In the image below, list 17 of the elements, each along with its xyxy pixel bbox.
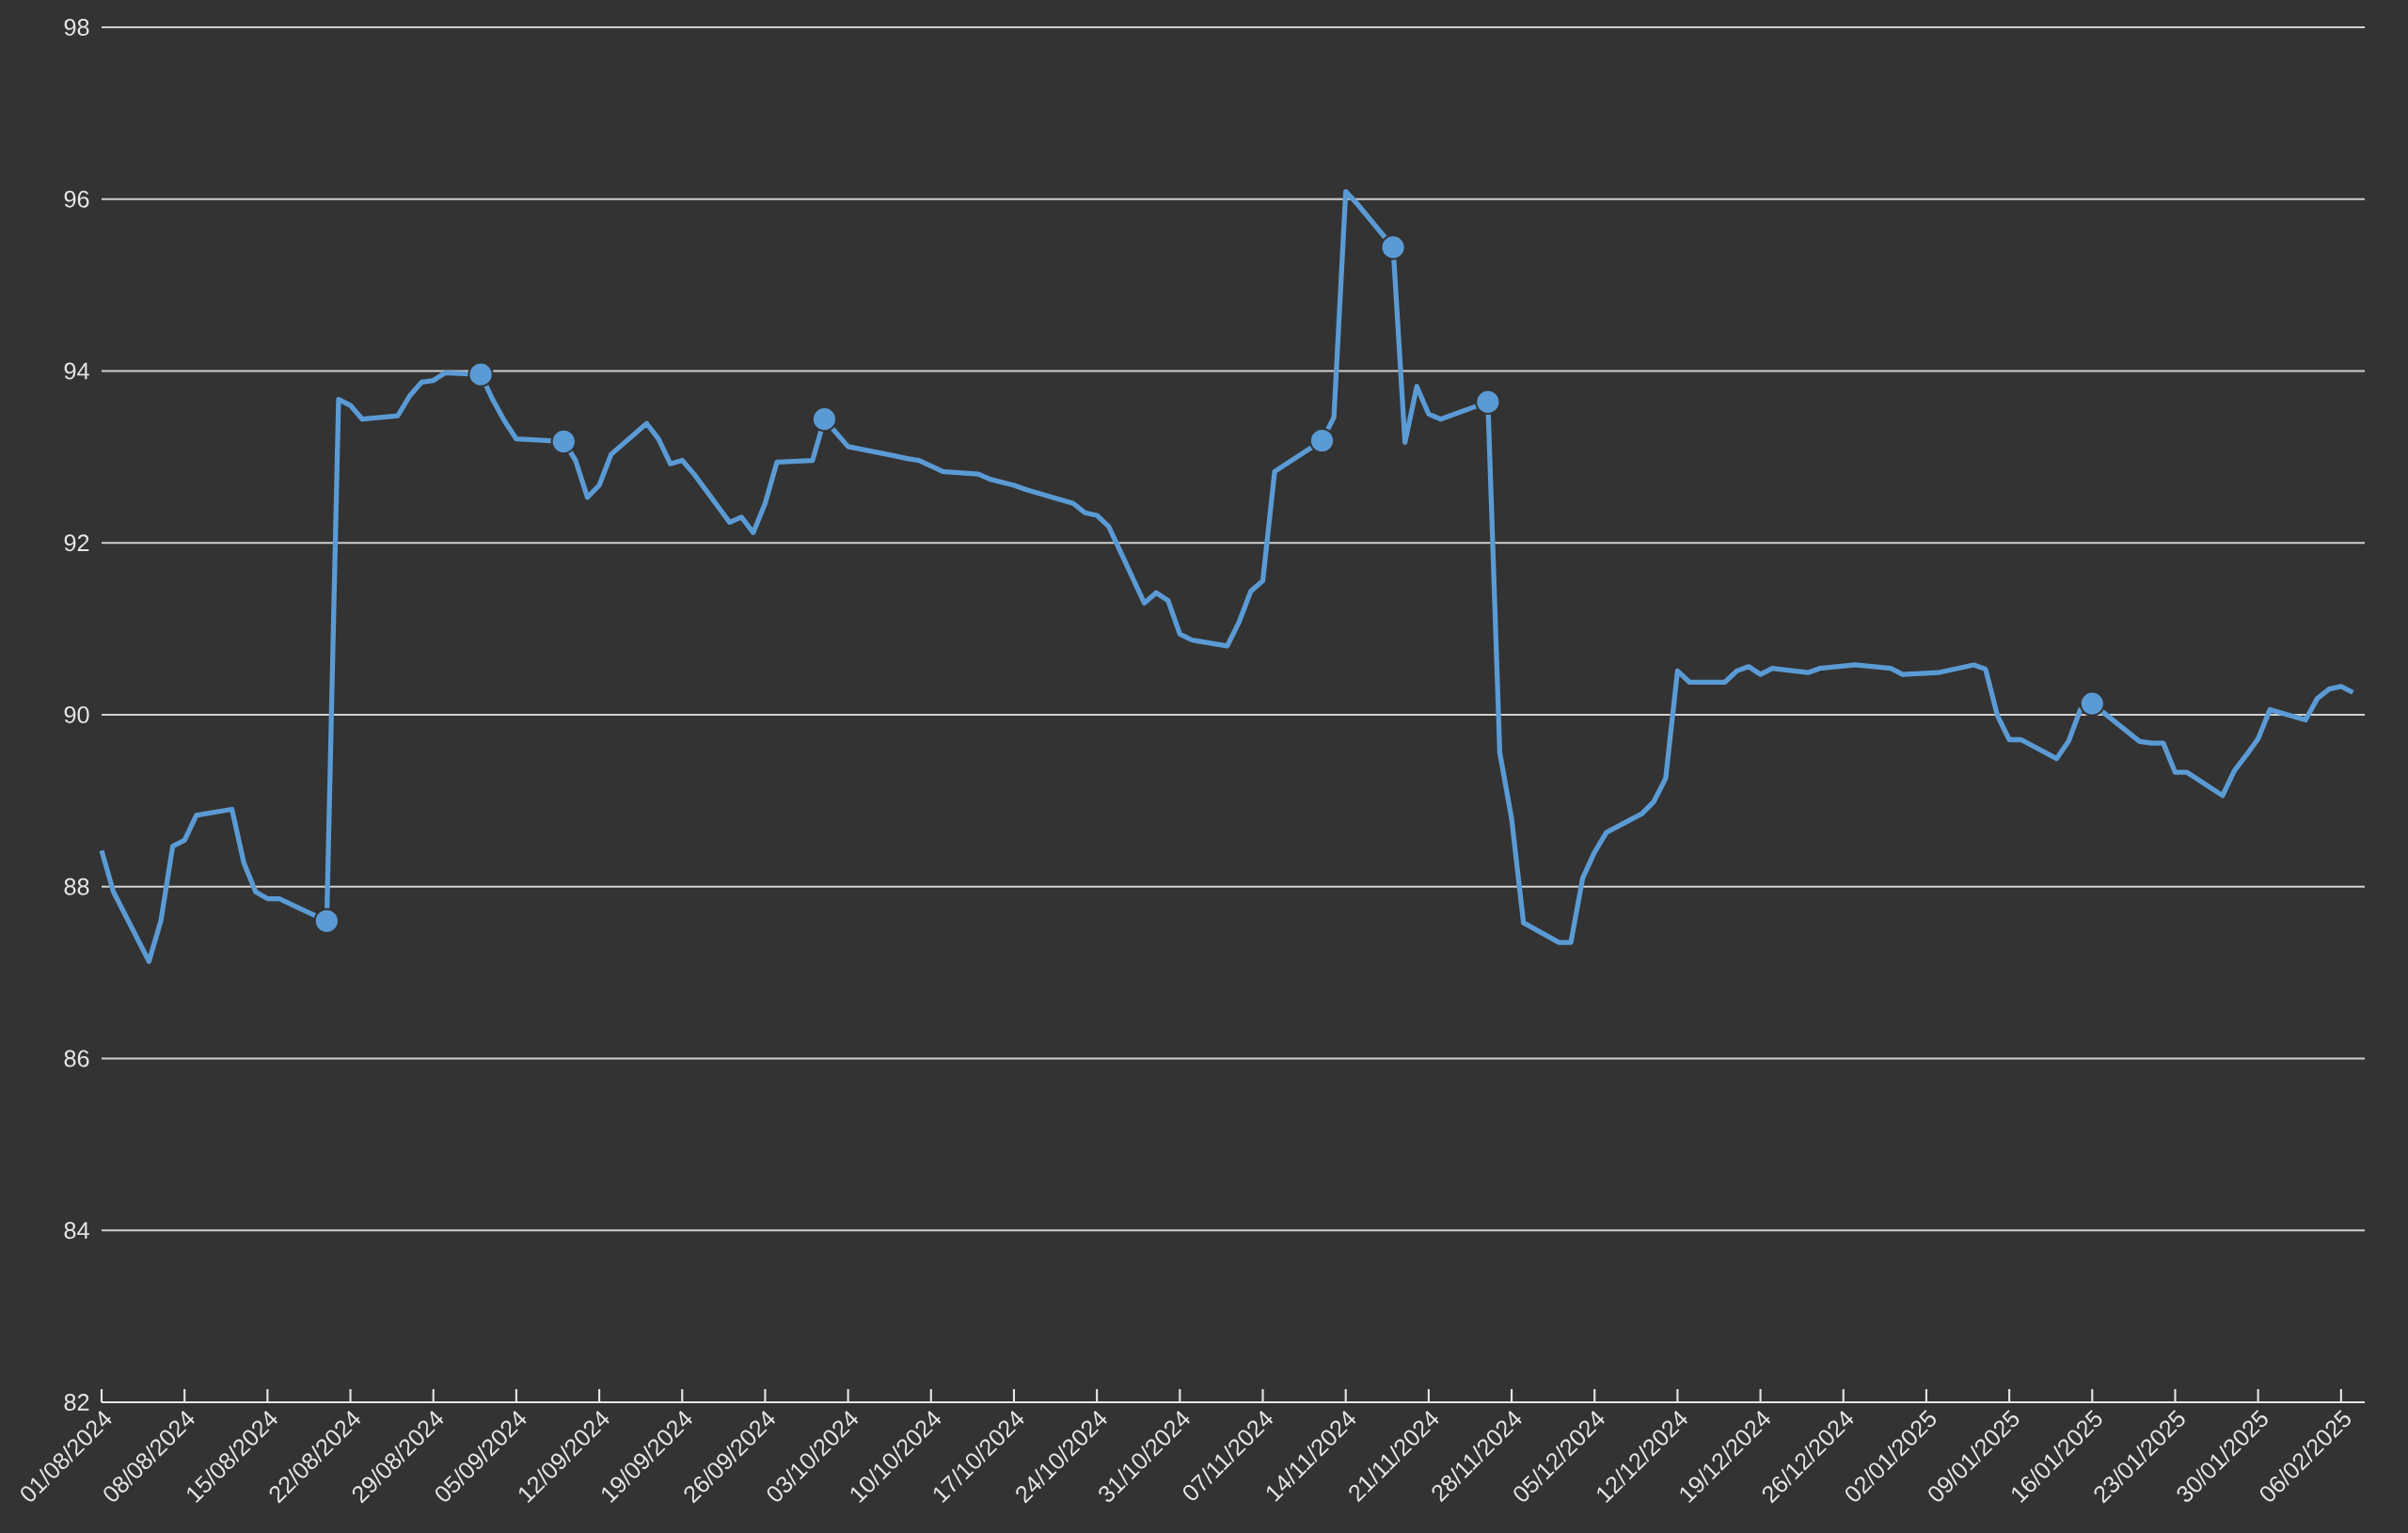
y-tick-label: 84 xyxy=(64,1222,89,1240)
point xyxy=(811,405,838,433)
point xyxy=(550,428,577,455)
y-tick-label: 94 xyxy=(64,362,89,380)
y-tick-label: 82 xyxy=(64,1394,89,1411)
y-tick-label: 88 xyxy=(64,877,89,895)
y-tick-label: 86 xyxy=(64,1050,89,1067)
point xyxy=(313,908,341,935)
point xyxy=(1308,427,1336,454)
point xyxy=(467,361,494,387)
point xyxy=(2079,690,2106,717)
y-tick-label: 96 xyxy=(64,190,89,208)
point xyxy=(1380,234,1406,261)
y-tick-label: 92 xyxy=(64,534,89,552)
point xyxy=(1475,388,1501,416)
y-tick-label: 90 xyxy=(64,706,89,723)
y-tick-label: 98 xyxy=(64,19,89,36)
